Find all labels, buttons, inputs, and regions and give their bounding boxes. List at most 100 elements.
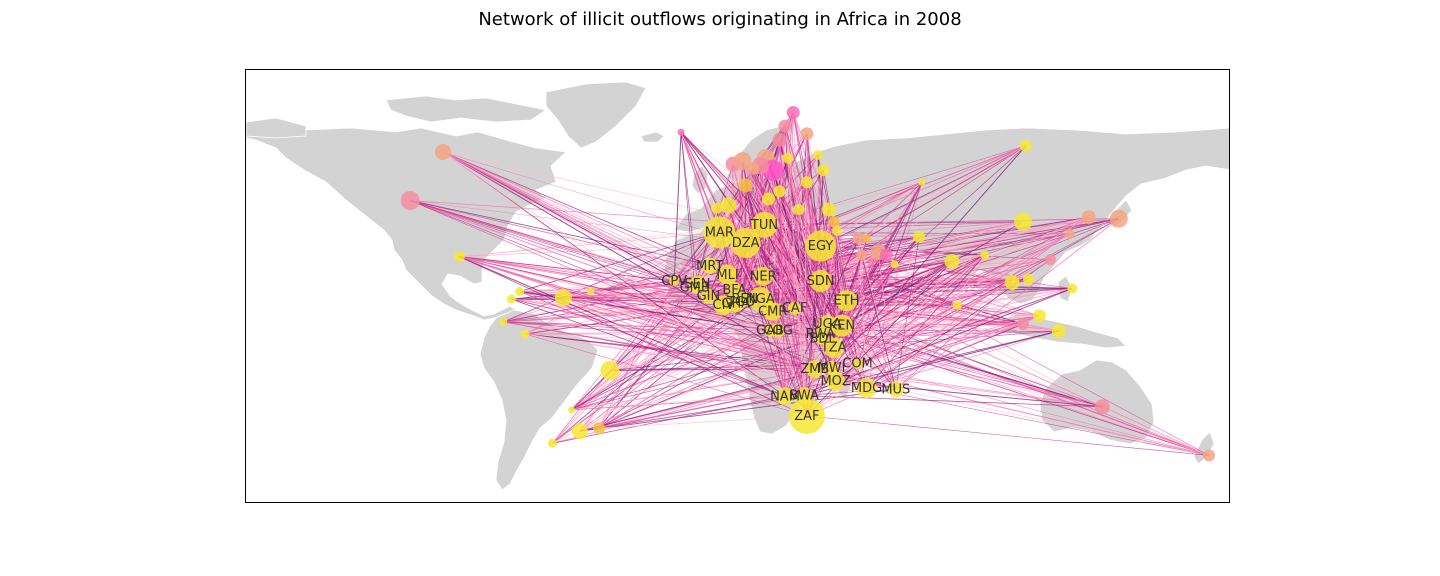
destination-node — [821, 202, 836, 217]
flow-edge — [866, 252, 879, 389]
flow-edge — [503, 298, 745, 323]
flow-edge — [833, 260, 953, 348]
flow-edge — [563, 297, 805, 397]
flow-edge — [571, 395, 786, 411]
destination-node — [918, 178, 926, 186]
flow-edge — [579, 388, 896, 432]
flow-edge — [571, 337, 821, 411]
destination-node — [1051, 324, 1066, 339]
country-label-gha: GHA — [721, 297, 750, 312]
flow-edge — [442, 151, 765, 226]
flow-edge — [792, 112, 808, 417]
destination-node — [711, 202, 723, 214]
flow-edge — [442, 151, 805, 396]
flow-edge — [673, 169, 824, 282]
destination-node — [913, 230, 926, 243]
country-label-mwi: MWI — [818, 361, 846, 376]
african-node-mar — [703, 216, 736, 249]
flow-edge — [552, 395, 786, 444]
country-label-dza: DZA — [732, 236, 760, 251]
flow-edge — [410, 200, 765, 226]
flow-edge — [820, 216, 1089, 339]
destination-node — [600, 360, 620, 380]
country-label-nam: NAM — [770, 389, 800, 404]
flow-edge — [442, 151, 858, 364]
destination-node — [852, 232, 865, 245]
african-node-bfa — [726, 282, 743, 299]
flow-edge — [552, 303, 737, 444]
african-node-tgo — [735, 296, 748, 309]
country-label-moz: MOZ — [820, 374, 850, 389]
destination-node — [1081, 210, 1096, 225]
destination-node — [568, 406, 576, 414]
flow-edge — [895, 254, 986, 390]
flow-edge — [410, 200, 736, 304]
flow-edge — [806, 315, 1040, 417]
country-label-bfa: BFA — [722, 283, 746, 298]
african-node-mrt — [701, 257, 718, 274]
destination-nodes — [400, 105, 1216, 462]
destination-node — [677, 128, 685, 136]
country-label-gab: GAB — [756, 323, 784, 338]
flow-edge — [511, 298, 786, 397]
african-node-ken — [830, 314, 853, 337]
destination-node — [1109, 209, 1128, 228]
flow-edge — [459, 256, 815, 370]
map-panel: MAR DZA TUN EGY MRT MLI NER SDN CPV SEN GMB BFA GIN B… — [245, 69, 1230, 503]
country-label-mdg: MDG — [851, 381, 882, 396]
country-label-civ: CIV — [713, 298, 735, 313]
flow-edge — [866, 236, 920, 389]
destination-node — [944, 253, 960, 269]
flow-edge — [609, 330, 771, 371]
destination-node — [879, 248, 893, 262]
land-greenland — [545, 81, 647, 149]
african-nodes — [669, 211, 904, 434]
destination-node — [1064, 228, 1075, 239]
country-label-eth: ETH — [834, 294, 860, 309]
destination-node — [832, 225, 842, 236]
flow-edge — [861, 255, 867, 389]
country-label-cpv: CPV — [661, 274, 687, 289]
country-label-zaf: ZAF — [794, 409, 819, 424]
destination-node — [800, 127, 814, 141]
flow-edge — [442, 151, 735, 291]
flow-edge — [680, 132, 698, 285]
destination-node — [773, 185, 786, 198]
african-node-gin — [700, 288, 716, 304]
destination-node — [772, 132, 787, 147]
destination-node — [856, 249, 868, 261]
destination-node — [1023, 273, 1035, 285]
african-node-tun — [751, 211, 778, 238]
destination-node — [499, 317, 508, 326]
land-alaska — [246, 117, 307, 139]
flow-edge — [503, 321, 834, 348]
flow-edge — [579, 310, 773, 432]
african-node-mus — [887, 381, 904, 398]
country-label-gin: GIN — [697, 289, 721, 304]
destination-node — [547, 438, 557, 448]
country-label-sdn: SDN — [807, 274, 835, 289]
african-node-mdg — [856, 378, 877, 399]
flow-edge — [579, 395, 805, 432]
flow-edge — [519, 283, 698, 292]
flow-edge — [598, 387, 867, 429]
country-label-tza: TZA — [820, 340, 847, 355]
flow-edge — [442, 151, 808, 417]
african-node-sdn — [809, 269, 832, 292]
flow-edge — [804, 330, 1059, 397]
flow-edge — [827, 216, 1089, 325]
flow-edge — [784, 182, 923, 397]
flow-edge — [459, 256, 821, 339]
destination-node — [1044, 254, 1056, 266]
african-node-dza — [730, 227, 761, 258]
destination-node — [400, 191, 420, 211]
african-node-egy — [805, 230, 837, 262]
african-node-com — [852, 357, 864, 369]
country-label-bwa: BWA — [789, 389, 819, 404]
flow-edge — [503, 231, 720, 323]
destination-node — [786, 105, 800, 119]
flow-edge — [410, 200, 821, 339]
flow-edge — [590, 291, 836, 382]
flow-edge — [525, 333, 834, 348]
